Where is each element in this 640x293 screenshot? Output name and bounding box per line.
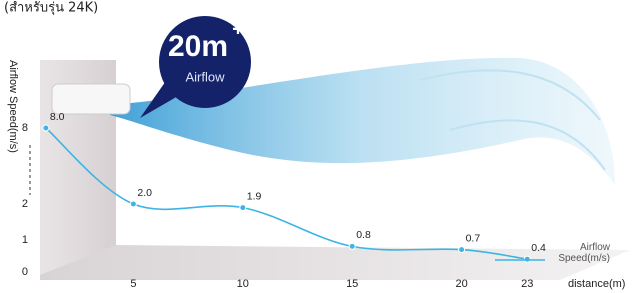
y-tick-label: 2 (22, 198, 28, 210)
value-label: 2.0 (137, 187, 152, 199)
legend-label: Airflow Speed(m/s) (548, 242, 610, 264)
point (459, 247, 465, 253)
point (240, 205, 246, 211)
value-label: 1.9 (247, 190, 262, 202)
x-tick-label: 20 (455, 278, 467, 290)
value-label: 8.0 (50, 111, 65, 123)
value-label: 0.4 (531, 242, 546, 254)
y-tick-label: 0 (22, 266, 28, 278)
badge-text: 20m (168, 30, 228, 63)
y-axis-label: Airflow Speed(m/s) (7, 60, 19, 153)
y-tick-label: 8 (22, 122, 28, 134)
x-axis-label: distance(m) (568, 278, 625, 290)
x-tick-label: 5 (130, 278, 136, 290)
chart: 20m + Airflow (สำหรับรุ่น 24K) Airflow S… (0, 0, 640, 293)
x-tick-label: 15 (346, 278, 358, 290)
badge-label: Airflow (185, 69, 225, 84)
x-tick-label: 23 (521, 278, 533, 290)
ac-unit (52, 84, 130, 114)
x-tick-label: 10 (237, 278, 249, 290)
value-label: 0.7 (466, 232, 481, 244)
point (349, 243, 355, 249)
y-tick-label: 1 (22, 234, 28, 246)
badge-sup: + (232, 18, 244, 40)
page: {"chart_data": {"type": "line", "title":… (0, 0, 640, 293)
point (130, 201, 136, 207)
point (43, 125, 49, 131)
value-label: 0.8 (356, 229, 371, 241)
title: (สำหรับรุ่น 24K) (4, 1, 98, 16)
legend: Airflow Speed(m/s) (548, 242, 618, 272)
